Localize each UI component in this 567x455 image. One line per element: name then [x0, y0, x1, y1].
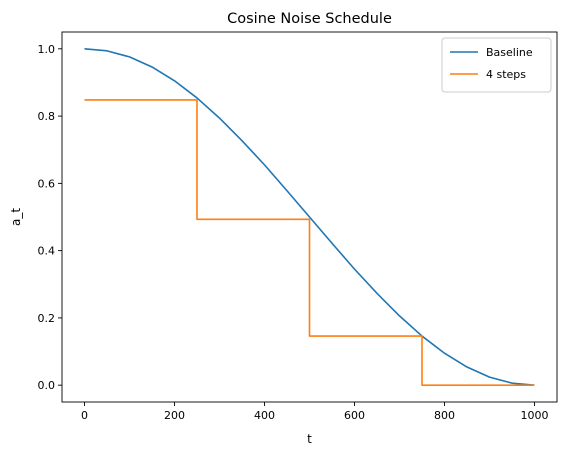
- axes-frame: [61, 31, 558, 403]
- y-tick-label: 0.0: [38, 379, 56, 392]
- axes-layer: 0 200 400 600 800 1000 0.0 0.2 0.4 0.6 0.8 1.0: [38, 31, 558, 422]
- x-tick-label: 400: [254, 409, 275, 422]
- x-tick-label: 1000: [521, 409, 549, 422]
- y-tick-label: 0.8: [38, 110, 56, 123]
- legend-label: Baseline: [486, 46, 533, 59]
- y-tick-label: 0.2: [38, 312, 56, 325]
- x-tick-label: 600: [344, 409, 365, 422]
- x-axis-label: t: [307, 432, 312, 446]
- y-tick-label: 1.0: [38, 43, 56, 56]
- x-tick-label: 0: [81, 409, 88, 422]
- x-tick-label: 200: [164, 409, 185, 422]
- y-axis-label: a_t: [9, 208, 23, 226]
- chart-title: Cosine Noise Schedule: [227, 11, 392, 27]
- series-layer: [84, 48, 535, 386]
- legend: Baseline 4 steps: [441, 37, 552, 93]
- y-tick-label: 0.4: [38, 245, 56, 258]
- y-tick-label: 0.6: [38, 177, 56, 190]
- x-tick-label: 800: [434, 409, 455, 422]
- series-line-1: [84, 99, 535, 386]
- legend-label: 4 steps: [486, 68, 526, 81]
- series-line-0: [84, 48, 535, 386]
